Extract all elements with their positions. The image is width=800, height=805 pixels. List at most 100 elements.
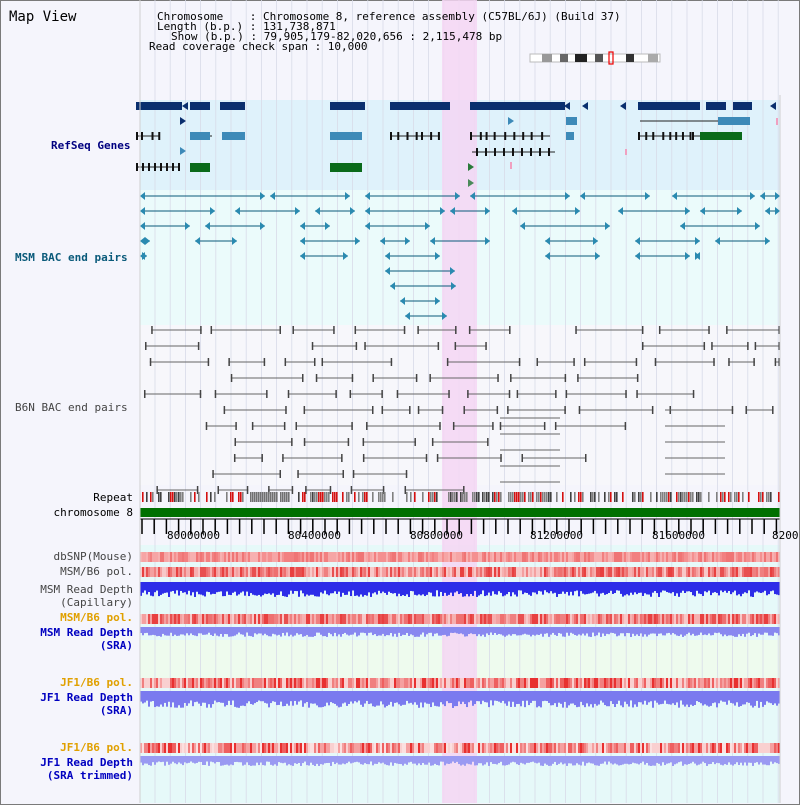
b6n-bac-features[interactable]: [143, 326, 780, 494]
heat-cell: [578, 552, 580, 562]
heat-cell: [580, 678, 582, 688]
repeat-element: [730, 492, 732, 502]
track-label-msm-bac[interactable]: MSM BAC end pairs: [15, 251, 128, 264]
depth-bar: [772, 691, 774, 705]
b6n-bac-end: [624, 422, 627, 430]
track-label-refseq[interactable]: RefSeq Genes: [51, 139, 131, 152]
track-label-dbsnp[interactable]: dbSNP(Mouse): [53, 550, 133, 563]
track-label-chromosome[interactable]: chromosome 8: [53, 506, 133, 519]
heat-cell: [698, 567, 700, 577]
heat-tracks[interactable]: [140, 552, 780, 766]
heat-cell: [150, 678, 152, 688]
heat-cell: [650, 552, 652, 562]
heat-cell: [334, 614, 336, 624]
track-label-jf1-pol-1[interactable]: JF1/B6 pol.: [60, 676, 133, 689]
chromosome-ideogram[interactable]: [529, 51, 661, 65]
heat-cell: [314, 614, 316, 624]
depth-bar: [632, 582, 634, 595]
refseq-features[interactable]: [136, 102, 778, 187]
heat-cell: [340, 743, 342, 753]
heat-cell: [462, 552, 464, 562]
depth-bar: [298, 582, 300, 597]
depth-bar: [252, 627, 254, 637]
depth-bar: [400, 691, 402, 706]
repeat-track[interactable]: [142, 492, 780, 502]
b6n-bac-end: [651, 406, 654, 414]
heat-cell: [420, 678, 422, 688]
track-label-msm-pol-2[interactable]: MSM/B6 pol.: [60, 611, 133, 624]
depth-bar: [602, 691, 604, 703]
depth-bar: [566, 756, 568, 766]
track-label-b6n-bac[interactable]: B6N BAC end pairs: [15, 401, 128, 414]
heat-cell: [742, 552, 744, 562]
heat-cell: [744, 567, 746, 577]
track-label-msm-depth-sra[interactable]: MSM Read Depth: [40, 626, 133, 639]
heat-cell: [610, 678, 612, 688]
axis-tick-label: 80000000: [167, 529, 220, 542]
heat-cell: [476, 614, 478, 624]
depth-bar: [412, 756, 414, 764]
track-label-jf1-depth-trim[interactable]: JF1 Read Depth: [40, 756, 133, 769]
depth-bar: [540, 691, 542, 708]
depth-bar: [140, 756, 142, 763]
depth-bar: [686, 691, 688, 705]
depth-bar: [510, 627, 512, 636]
heat-cell: [658, 678, 660, 688]
heat-cell: [510, 614, 512, 624]
msm-bac-end: [405, 237, 410, 245]
heat-cell: [722, 743, 724, 753]
depth-bar: [522, 756, 524, 764]
depth-bar: [426, 691, 428, 704]
b6n-bac-end: [692, 390, 695, 398]
msm-bac-features[interactable]: [140, 192, 780, 320]
track-label-msm-depth-cap[interactable]: MSM Read Depth: [40, 583, 133, 596]
depth-bar: [432, 627, 434, 637]
heat-cell: [160, 614, 162, 624]
heat-cell: [334, 743, 336, 753]
depth-bar: [632, 756, 634, 763]
heat-cell: [448, 552, 450, 562]
depth-bar: [450, 756, 452, 764]
heat-cell: [746, 567, 748, 577]
heat-cell: [414, 552, 416, 562]
depth-bar: [308, 582, 310, 596]
gene-exon: [485, 148, 487, 156]
depth-bar: [762, 582, 764, 593]
depth-bar: [642, 756, 644, 762]
depth-bar: [776, 582, 778, 595]
heat-cell: [526, 678, 528, 688]
depth-bar: [160, 756, 162, 763]
heat-cell: [468, 743, 470, 753]
heat-cell: [692, 552, 694, 562]
heat-cell: [374, 567, 376, 577]
heat-cell: [738, 743, 740, 753]
depth-bar: [390, 691, 392, 702]
heat-cell: [668, 552, 670, 562]
gene-exon: [681, 132, 684, 140]
heat-cell: [164, 614, 166, 624]
heat-cell: [212, 743, 214, 753]
heat-cell: [514, 567, 516, 577]
track-label-jf1-pol-2[interactable]: JF1/B6 pol.: [60, 741, 133, 754]
depth-bar: [202, 582, 204, 596]
heat-cell: [150, 614, 152, 624]
track-label-jf1-depth-sra[interactable]: JF1 Read Depth: [40, 691, 133, 704]
heat-cell: [364, 614, 366, 624]
depth-bar: [460, 582, 462, 594]
chromosome-bar[interactable]: [140, 508, 780, 517]
b6n-bac-end: [362, 438, 365, 446]
heat-cell: [428, 552, 430, 562]
depth-bar: [462, 756, 464, 765]
heat-cell: [298, 614, 300, 624]
track-label-repeat[interactable]: Repeat: [93, 491, 133, 504]
heat-cell: [576, 567, 578, 577]
b6n-bac-end: [372, 374, 374, 382]
heat-cell: [404, 614, 406, 624]
depth-bar: [536, 756, 538, 764]
heat-cell: [340, 567, 342, 577]
repeat-element: [532, 492, 534, 502]
heat-cell: [526, 552, 528, 562]
depth-bar: [144, 756, 146, 764]
track-label-msm-pol-1[interactable]: MSM/B6 pol.: [60, 565, 133, 578]
